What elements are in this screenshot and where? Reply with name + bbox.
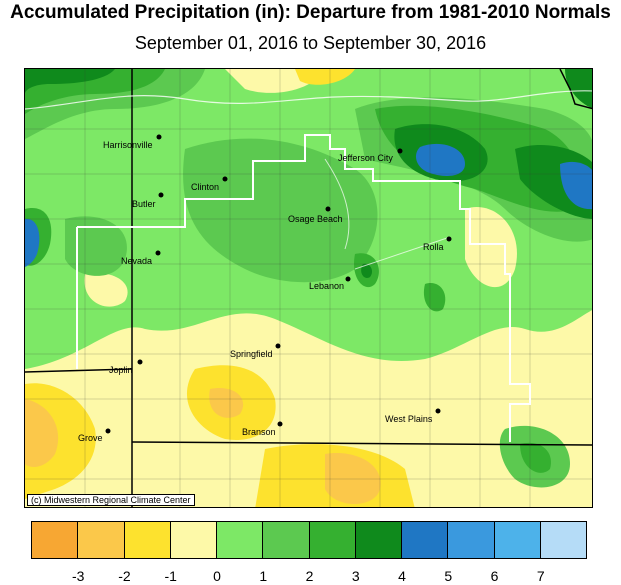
city-marker <box>222 176 228 182</box>
legend-tick-label: -1 <box>164 568 177 584</box>
map-credit: (c) Midwestern Regional Climate Center <box>27 494 195 506</box>
legend-swatch <box>77 521 125 559</box>
region-outline <box>77 134 531 442</box>
city-label: Grove <box>78 433 103 443</box>
city-marker <box>435 408 441 414</box>
city-marker <box>158 192 164 198</box>
city-marker <box>325 206 331 212</box>
precipitation-map: Harrisonville Jefferson City Clinton But… <box>24 68 593 508</box>
legend-tick-label: 5 <box>444 568 453 584</box>
color-legend <box>31 521 587 559</box>
city-marker <box>155 250 161 256</box>
region-near-normal <box>25 310 592 507</box>
legend-swatch <box>262 521 310 559</box>
map-canvas: Harrisonville Jefferson City Clinton But… <box>25 69 592 507</box>
map-subtitle: September 01, 2016 to September 30, 2016 <box>134 33 487 53</box>
city-marker <box>397 148 403 154</box>
city-label: Rolla <box>423 242 444 252</box>
map-title: Accumulated Precipitation (in): Departur… <box>10 2 611 23</box>
legend-swatch <box>169 521 217 559</box>
legend-swatch <box>493 521 541 559</box>
city-marker <box>277 421 283 427</box>
city-marker <box>345 276 351 282</box>
county-lines <box>25 69 592 507</box>
legend-ticks: -3 -2 -1 0 1 2 3 4 5 6 7 <box>0 568 621 584</box>
region-very-wet-jefferson <box>415 143 465 176</box>
legend-swatch <box>447 521 495 559</box>
legend-tick-label: 3 <box>351 568 360 584</box>
city-marker <box>156 134 162 140</box>
legend-tick-label: -2 <box>118 568 131 584</box>
city-marker <box>105 428 111 434</box>
city-label: Joplin <box>109 365 133 375</box>
legend-swatch <box>401 521 449 559</box>
city-label: West Plains <box>385 414 433 424</box>
city-marker <box>446 236 452 242</box>
city-label: Lebanon <box>309 281 344 291</box>
legend-tick-label: 7 <box>536 568 545 584</box>
legend-swatch <box>31 521 79 559</box>
legend-swatch <box>216 521 264 559</box>
city-marker <box>275 343 281 349</box>
legend-tick-label: 1 <box>259 568 268 584</box>
legend-swatch <box>123 521 171 559</box>
legend-tick-label: 0 <box>213 568 221 584</box>
city-label: Springfield <box>230 349 273 359</box>
city-label: Jefferson City <box>338 153 393 163</box>
legend-swatch <box>354 521 402 559</box>
state-line-south <box>131 441 592 446</box>
region-wet-central <box>183 138 378 283</box>
legend-tick-label: -3 <box>72 568 85 584</box>
legend-tick-label: 2 <box>305 568 314 584</box>
legend-swatch <box>308 521 356 559</box>
city-label: Osage Beach <box>288 214 343 224</box>
city-label: Butler <box>132 199 156 209</box>
legend-tick-label: 6 <box>490 568 499 584</box>
river <box>25 90 592 110</box>
legend-swatch <box>539 521 587 559</box>
city-label: Nevada <box>121 256 152 266</box>
city-label: Branson <box>242 427 276 437</box>
city-marker <box>137 359 143 365</box>
city-label: Clinton <box>191 182 219 192</box>
legend-tick-label: 4 <box>398 568 406 584</box>
city-label: Harrisonville <box>103 140 153 150</box>
city-markers: Harrisonville Jefferson City Clinton But… <box>78 134 452 443</box>
